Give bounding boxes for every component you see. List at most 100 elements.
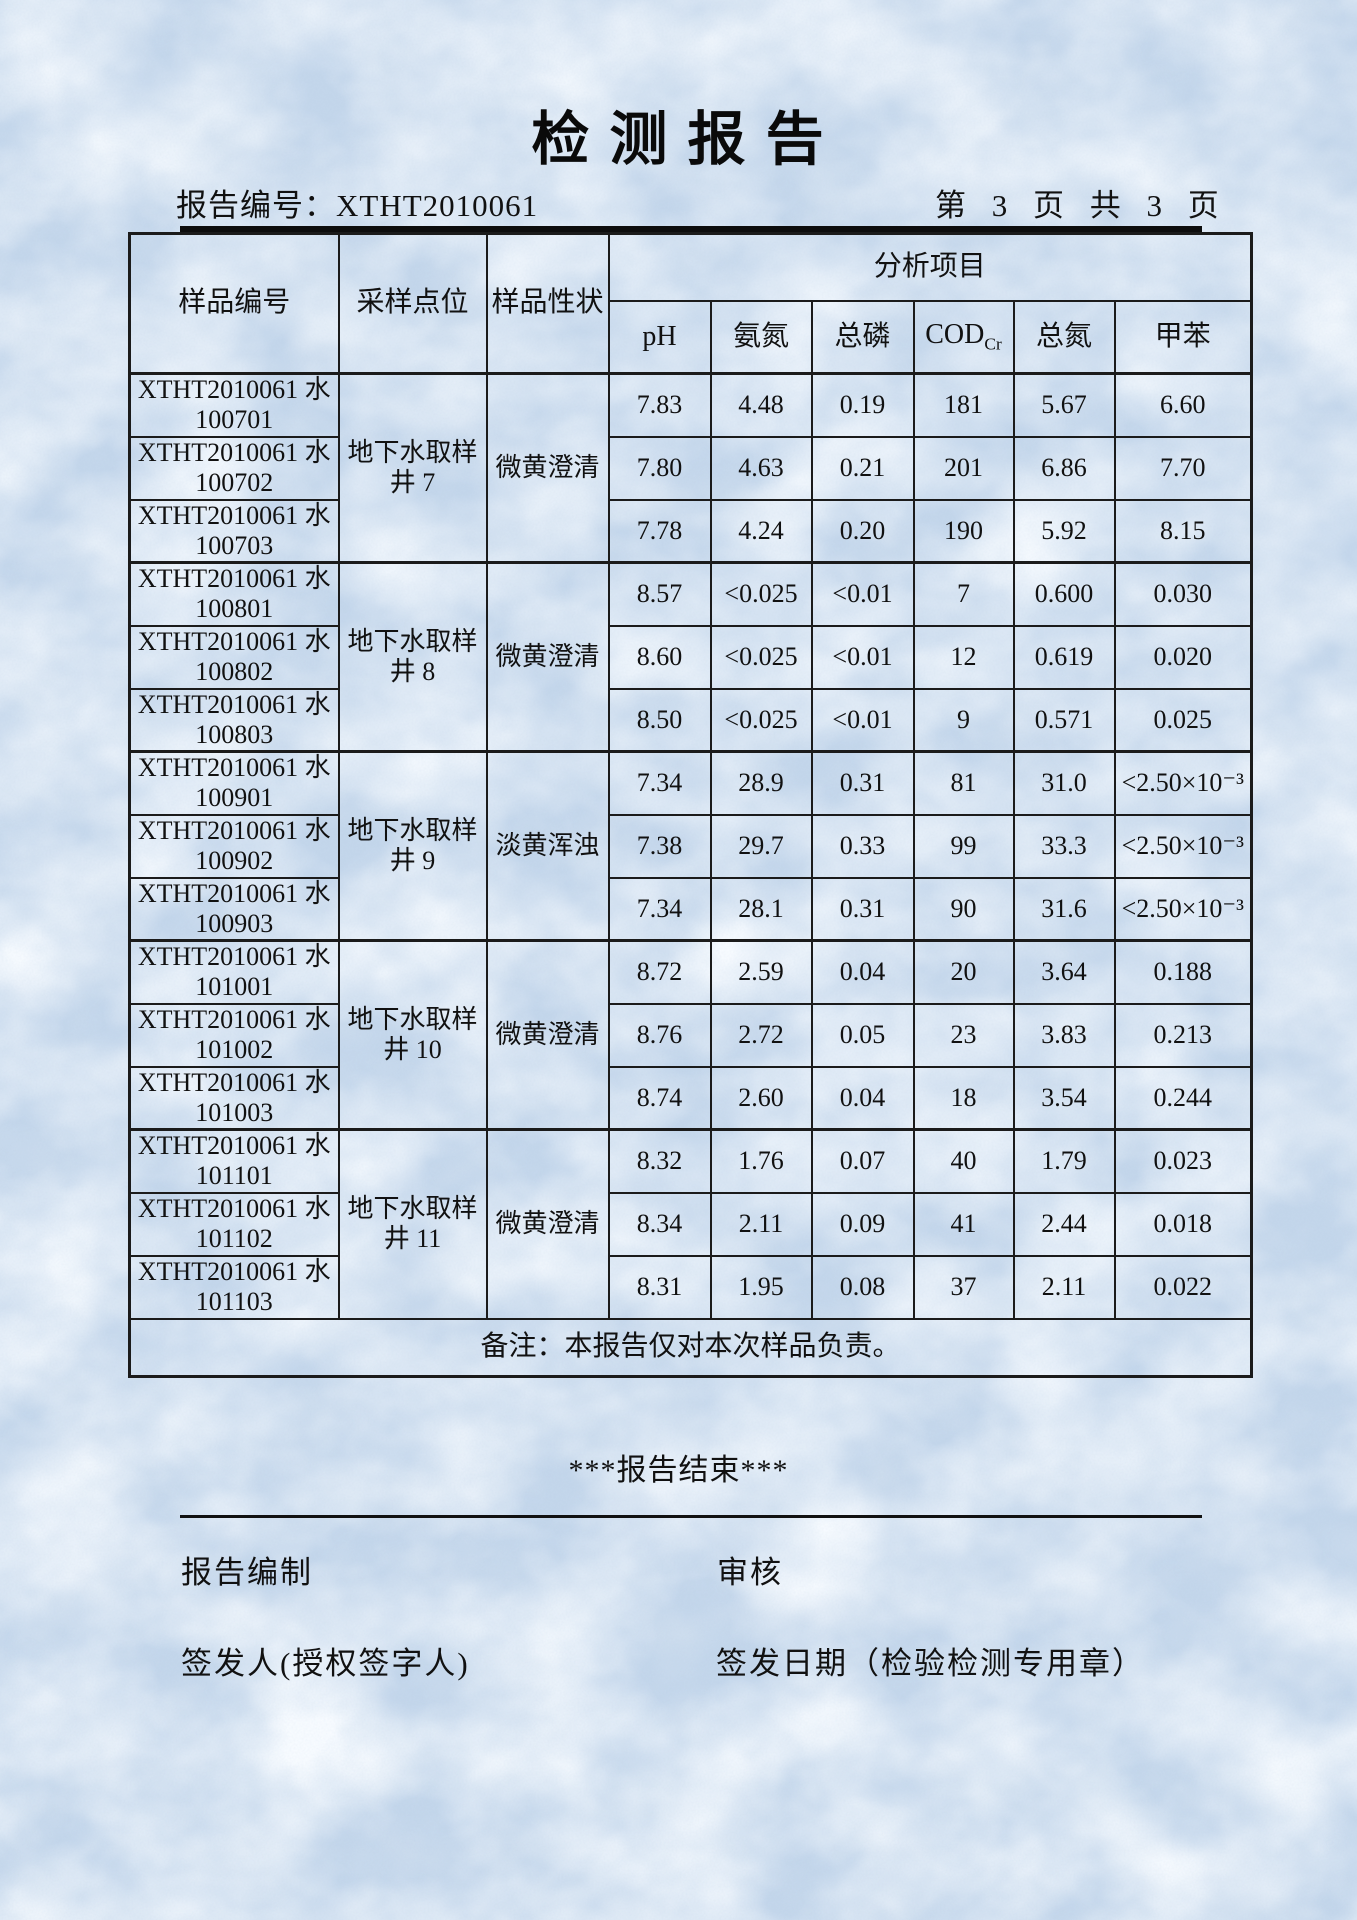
value-cell: 18 xyxy=(912,1065,1015,1131)
value-cell: 1.95 xyxy=(709,1254,813,1320)
table-row: XTHT2010061 水 100902 7.38 29.7 0.33 99 33.3 <2.… xyxy=(128,813,1253,879)
sampling-location-cell: 地下水取样井 7 xyxy=(337,372,488,564)
value-cell: 0.023 xyxy=(1113,1128,1253,1194)
value-cell: 8.32 xyxy=(607,1128,712,1194)
value-cell: 8.74 xyxy=(607,1065,712,1131)
sampling-location-cell: 地下水取样井 10 xyxy=(337,939,488,1131)
table-row: XTHT2010061 水 100803 8.50 <0.025 <0.01 9 0.571… xyxy=(128,687,1253,753)
table-row: XTHT2010061 水 100801 地下水取样井 8 微黄澄清 8.57 <0.02… xyxy=(128,561,1253,753)
sampling-location-cell: 地下水取样井 11 xyxy=(337,1128,488,1320)
sample-id-cell: XTHT2010061 水 100901 xyxy=(128,750,340,816)
report-number: 报告编号：XTHT2010061 xyxy=(176,180,538,225)
value-cell: 1.79 xyxy=(1012,1128,1116,1194)
sample-id-line1: XTHT2010061 水 xyxy=(137,942,331,972)
sample-id-line1: XTHT2010061 水 xyxy=(137,438,331,468)
value-cell: 33.3 xyxy=(1012,813,1116,879)
sample-id-line2: 100801 xyxy=(195,594,274,624)
page-title: 检 测 报 告 xyxy=(531,107,826,172)
header-row-2: pH 氨氮 总磷 CODCr 总氮 甲苯 xyxy=(130,299,1253,375)
value-cell: 8.76 xyxy=(607,1002,712,1068)
sample-id-line2: 101102 xyxy=(195,1224,273,1253)
value-cell: 4.24 xyxy=(709,498,813,564)
sample-id-line2: 100703 xyxy=(195,530,274,560)
sample-appearance-cell: 微黄澄清 xyxy=(485,939,610,1131)
value-cell: 0.030 xyxy=(1113,561,1253,627)
sample-id-cell: XTHT2010061 水 100903 xyxy=(128,876,340,942)
sample-id-line1: XTHT2010061 水 xyxy=(137,878,331,908)
report-number-value: XTHT2010061 xyxy=(336,188,539,223)
col-header-ammonia-nitrogen: 氨氮 xyxy=(709,299,813,375)
sample-id-line1: XTHT2010061 水 xyxy=(137,816,331,846)
col-header-sample-id: 样品编号 xyxy=(128,232,340,375)
footer-rule xyxy=(180,1515,1202,1518)
sample-id-line1: XTHT2010061 水 xyxy=(137,1067,331,1097)
sample-appearance-cell: 微黄澄清 xyxy=(485,372,610,564)
sample-id-line1: XTHT2010061 水 xyxy=(137,500,331,530)
report-number-label: 报告编号： xyxy=(176,188,336,223)
value-cell: 0.05 xyxy=(810,1002,915,1068)
value-cell: 0.08 xyxy=(810,1254,915,1320)
note-row: 备注：本报告仅对本次样品负责。 xyxy=(128,1317,1253,1377)
prepared-by-label: 报告编制 xyxy=(181,1555,313,1590)
sample-id-line2: 101103 xyxy=(195,1287,273,1316)
value-cell: 8.72 xyxy=(607,939,712,1005)
col-header-total-nitrogen: 总氮 xyxy=(1012,299,1116,375)
value-cell: 12 xyxy=(912,624,1015,690)
sample-id-line2: 101001 xyxy=(195,972,274,1002)
value-cell: 90 xyxy=(912,876,1015,942)
sample-id-line1: XTHT2010061 水 xyxy=(137,1005,331,1035)
reviewed-by-label: 审核 xyxy=(717,1555,783,1590)
sample-id-cell: XTHT2010061 水 101103 xyxy=(128,1254,340,1320)
value-cell: 190 xyxy=(912,498,1015,564)
sample-id-cell: XTHT2010061 水 101101 xyxy=(128,1128,340,1194)
value-cell: 8.31 xyxy=(607,1254,712,1320)
sample-id-line1: XTHT2010061 水 xyxy=(137,1257,331,1287)
sample-id-cell: XTHT2010061 水 101001 xyxy=(128,939,340,1005)
cod-label: COD xyxy=(925,318,985,350)
sample-id-line2: 100702 xyxy=(195,468,274,497)
col-header-toluene: 甲苯 xyxy=(1113,299,1253,375)
value-cell: <2.50×10⁻³ xyxy=(1113,876,1253,942)
sample-id-line1: XTHT2010061 水 xyxy=(137,627,331,657)
value-cell: <0.025 xyxy=(709,561,813,627)
value-cell: 29.7 xyxy=(709,813,813,879)
value-cell: 7 xyxy=(912,561,1015,627)
sample-id-line1: XTHT2010061 水 xyxy=(137,1194,331,1224)
value-cell: 6.60 xyxy=(1113,372,1253,438)
table-row: XTHT2010061 水 101103 8.31 1.95 0.08 37 2.11 0.0… xyxy=(128,1254,1253,1320)
col-header-total-phosphorus: 总磷 xyxy=(810,299,915,375)
value-cell: 0.619 xyxy=(1012,624,1116,690)
sample-id-line1: XTHT2010061 水 xyxy=(137,375,331,405)
value-cell: 2.11 xyxy=(1012,1254,1116,1320)
sample-appearance-cell: 微黄澄清 xyxy=(485,1128,610,1320)
value-cell: 23 xyxy=(912,1002,1015,1068)
value-cell: 0.025 xyxy=(1113,687,1253,753)
value-cell: 2.72 xyxy=(709,1002,813,1068)
sampling-location-cell: 地下水取样井 8 xyxy=(337,561,488,753)
value-cell: 1.76 xyxy=(709,1128,813,1194)
sample-id-line2: 101002 xyxy=(195,1035,274,1064)
value-cell: 37 xyxy=(912,1254,1015,1320)
issuer-label: 签发人(授权签字人) xyxy=(181,1646,470,1681)
sample-id-line1: XTHT2010061 水 xyxy=(137,1131,331,1161)
value-cell: 8.60 xyxy=(607,624,712,690)
value-cell: 7.70 xyxy=(1113,435,1253,501)
value-cell: 20 xyxy=(912,939,1015,1005)
value-cell: 0.022 xyxy=(1113,1254,1253,1320)
sample-appearance-cell: 微黄澄清 xyxy=(485,561,610,753)
sample-id-line2: 101003 xyxy=(195,1097,274,1127)
value-cell: 0.07 xyxy=(810,1128,915,1194)
value-cell: 181 xyxy=(912,372,1015,438)
value-cell: 8.34 xyxy=(607,1191,712,1257)
value-cell: 4.63 xyxy=(709,435,813,501)
value-cell: <2.50×10⁻³ xyxy=(1113,813,1253,879)
value-cell: 0.244 xyxy=(1113,1065,1253,1131)
value-cell: 0.04 xyxy=(810,939,915,1005)
value-cell: 3.64 xyxy=(1012,939,1116,1005)
table-row: XTHT2010061 水 101101 地下水取样井 11 微黄澄清 8.32 1.76… xyxy=(128,1128,1253,1320)
value-cell: <0.01 xyxy=(810,624,915,690)
value-cell: 0.600 xyxy=(1012,561,1116,627)
value-cell: 6.86 xyxy=(1012,435,1116,501)
value-cell: 7.83 xyxy=(607,372,712,438)
